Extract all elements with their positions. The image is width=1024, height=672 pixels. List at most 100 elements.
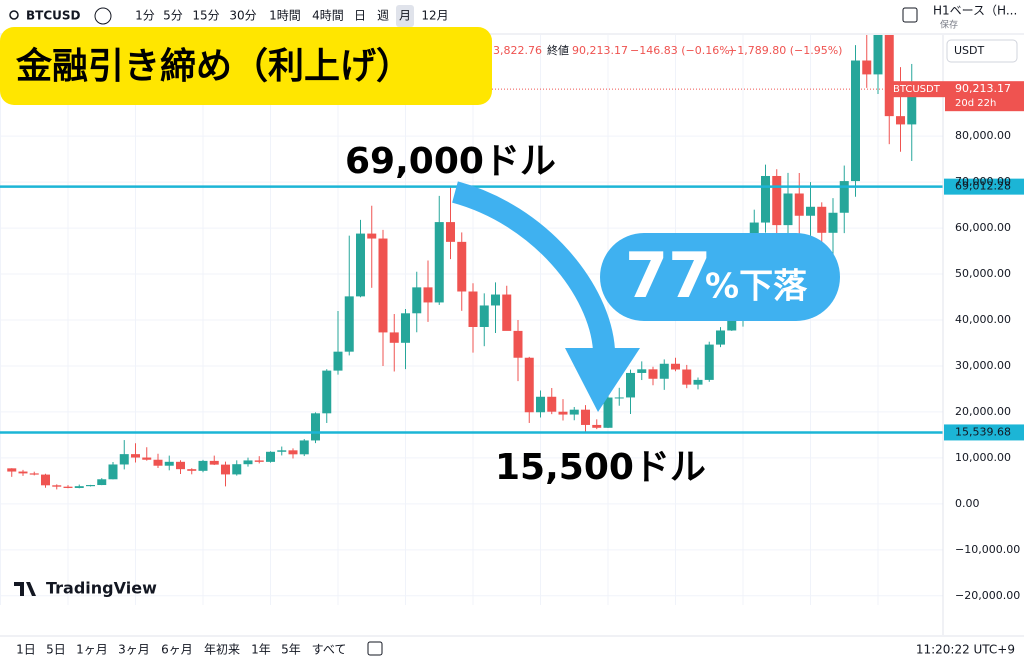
candle-body xyxy=(839,181,849,213)
interval[interactable]: 1時間 xyxy=(269,9,301,23)
candle-body xyxy=(491,294,500,306)
save[interactable]: 保存 xyxy=(940,19,958,31)
candle-body xyxy=(7,468,17,472)
range-button[interactable]: 1ヶ月 xyxy=(76,643,108,657)
candle-body xyxy=(277,450,287,452)
interval-active xyxy=(396,5,414,27)
candle-body xyxy=(446,222,455,242)
range-button[interactable]: 1年 xyxy=(251,643,271,657)
interval[interactable]: 週 xyxy=(377,9,389,23)
drop-suffix: %下落 xyxy=(705,267,808,307)
add-symbol[interactable] xyxy=(94,7,112,25)
legend-close-label: 終値 xyxy=(547,43,569,57)
candle-body xyxy=(851,60,860,182)
high-annotation: 69,000ドル xyxy=(345,141,556,182)
interval[interactable]: 1分 xyxy=(135,9,155,23)
interval[interactable]: 5分 xyxy=(163,9,183,23)
candle-body xyxy=(862,60,872,75)
candle-body xyxy=(558,411,568,415)
candle-body xyxy=(434,222,444,303)
hline-label: 69,012.28 xyxy=(955,180,1011,193)
range-button[interactable]: 1日 xyxy=(16,643,36,657)
candle-body xyxy=(581,409,590,425)
range-button[interactable]: 年初来 xyxy=(204,643,240,657)
candle-body xyxy=(524,357,534,413)
candle-body xyxy=(176,461,185,470)
date-range-icon[interactable] xyxy=(367,641,383,656)
interval[interactable]: 日 xyxy=(354,9,366,23)
candle-body xyxy=(119,454,129,465)
candle-body xyxy=(704,344,714,380)
range-button[interactable]: 6ヶ月 xyxy=(161,643,193,657)
candle-body xyxy=(41,474,50,486)
legend-change: −146.83 (−0.16%) xyxy=(630,44,734,57)
banner-text: 金融引き締め（利上げ） xyxy=(15,45,412,87)
interval[interactable]: 30分 xyxy=(229,9,256,23)
interval[interactable]: 15分 xyxy=(192,9,219,23)
candle-body xyxy=(322,370,332,414)
currency-box[interactable] xyxy=(946,39,1018,63)
candle-body xyxy=(626,372,635,398)
search-icon[interactable] xyxy=(9,10,19,20)
candle-body xyxy=(254,460,264,462)
candle-body xyxy=(288,450,298,455)
candle-body xyxy=(52,485,62,487)
candle-body xyxy=(772,175,782,226)
y-tick-label: 30,000.00 xyxy=(955,359,1011,372)
legend-open: 3,822.76 xyxy=(493,44,542,57)
candle-body xyxy=(783,193,793,226)
candle-body xyxy=(299,440,309,455)
candle-body xyxy=(131,454,140,458)
legend-close: 90,213.17 xyxy=(572,44,628,57)
banner xyxy=(0,27,492,105)
candle-body xyxy=(603,397,613,428)
candle-body xyxy=(637,369,647,373)
candle-body xyxy=(614,397,624,399)
candle-body xyxy=(389,332,399,343)
range-button[interactable]: 3ヶ月 xyxy=(118,643,150,657)
candle-body xyxy=(907,89,917,125)
interval[interactable]: 月 xyxy=(399,9,411,23)
hline-label-box xyxy=(944,178,1024,195)
y-tick-label: −10,000.00 xyxy=(955,543,1020,556)
layout-name[interactable]: H1ベース（H... xyxy=(933,4,1017,18)
y-tick-label: 40,000.00 xyxy=(955,313,1011,326)
candle-body xyxy=(378,238,388,333)
symbol-tag-text: BTCUSDT xyxy=(893,84,941,95)
logo: TradingView xyxy=(46,579,157,598)
interval[interactable]: 12月 xyxy=(421,9,448,23)
candle-body xyxy=(187,469,197,471)
currency[interactable]: USDT xyxy=(954,44,985,57)
logo-mark xyxy=(14,582,36,596)
range-button[interactable]: 5年 xyxy=(281,643,301,657)
y-tick-label: 80,000.00 xyxy=(955,129,1011,142)
candle-body xyxy=(806,206,815,216)
price-tag-text: 90,213.17 xyxy=(955,82,1011,95)
candle-body xyxy=(569,409,579,415)
candle-body xyxy=(648,369,658,379)
candle-body xyxy=(198,460,208,471)
candle-body xyxy=(243,460,253,465)
interval[interactable]: 4時間 xyxy=(312,9,344,23)
candle-body xyxy=(502,294,512,331)
range-button[interactable]: 5日 xyxy=(46,643,66,657)
candle-body xyxy=(536,396,545,413)
candle-body xyxy=(311,413,320,441)
candle-body xyxy=(86,485,95,487)
countdown: 20d 22h xyxy=(955,98,996,109)
symbol[interactable]: BTCUSD xyxy=(26,9,81,23)
range-button[interactable]: すべて xyxy=(312,643,347,657)
candle-body xyxy=(873,35,883,75)
y-tick-label: 0.00 xyxy=(955,497,980,510)
price-tag xyxy=(945,81,1024,112)
layout-icon[interactable] xyxy=(902,7,918,23)
y-tick-label: 70,000.00 xyxy=(955,175,1011,188)
arrow-head xyxy=(565,348,640,412)
y-tick-label: 60,000.00 xyxy=(955,221,1011,234)
candle-body xyxy=(97,479,107,486)
candle-body xyxy=(356,233,365,297)
candle-body xyxy=(479,305,489,327)
y-tick-label: 10,000.00 xyxy=(955,451,1011,464)
